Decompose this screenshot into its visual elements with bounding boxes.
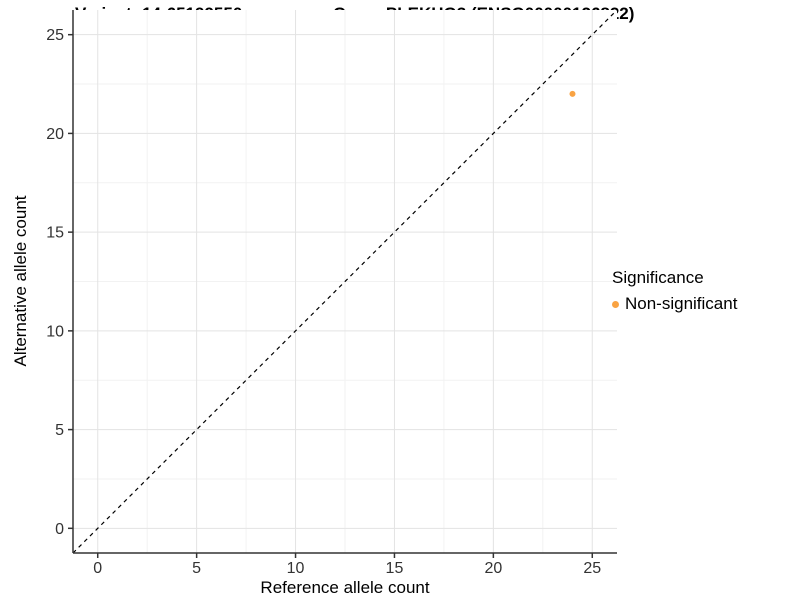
data-point — [569, 90, 576, 97]
y-tick-label: 15 — [46, 225, 64, 242]
y-tick-label: 0 — [55, 521, 64, 538]
identity-reference-line — [72, 9, 618, 554]
x-tick-label: 10 — [287, 560, 305, 577]
x-tick-label: 0 — [93, 560, 102, 577]
legend-entry-label: Non-significant — [625, 294, 738, 313]
y-tick-label: 25 — [46, 27, 64, 44]
y-axis-title: Alternative allele count — [11, 195, 30, 367]
x-tick-label: 20 — [484, 560, 502, 577]
x-axis-title: Reference allele count — [260, 578, 430, 597]
legend-title: Significance — [612, 268, 704, 287]
legend: Significance Non-significant — [612, 268, 737, 314]
y-tick-label: 10 — [46, 323, 64, 340]
y-tick-label: 5 — [55, 422, 64, 439]
y-tick-label: 20 — [46, 126, 64, 143]
x-tick-label: 5 — [192, 560, 201, 577]
legend-point-icon — [612, 300, 619, 308]
x-tick-label: 25 — [583, 560, 601, 577]
x-tick-label: 15 — [386, 560, 404, 577]
legend-entry: Non-significant — [612, 294, 737, 314]
